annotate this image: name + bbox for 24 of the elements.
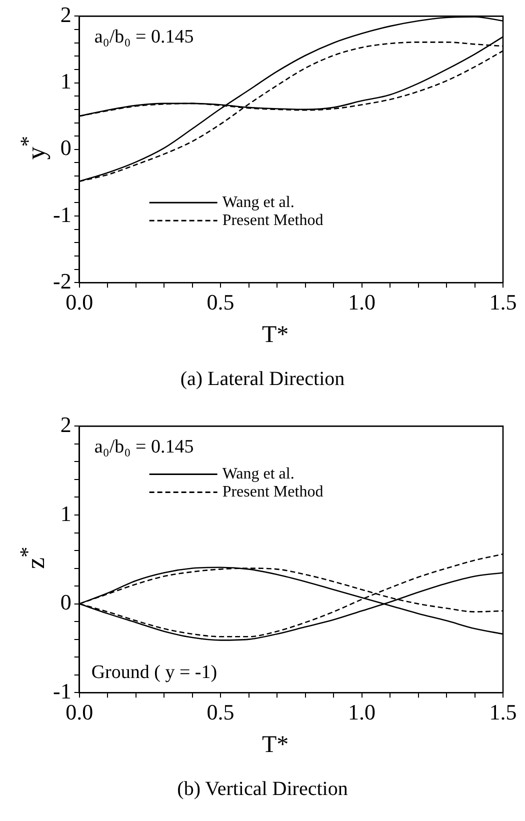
y-tick-label: 0: [60, 135, 72, 160]
legend-label: Wang et al.: [222, 465, 294, 482]
y-tick-label: 0: [60, 590, 72, 615]
y-tick-label: 2: [60, 412, 72, 437]
x-tick-label: 0.5: [206, 700, 234, 725]
x-tick-label: 1.5: [489, 700, 517, 725]
legend-label: Wang et al.: [222, 194, 294, 211]
x-axis-title: T*: [262, 732, 289, 759]
x-tick-label: 0.5: [206, 290, 234, 315]
annotation: a₀/b₀ = 0.145: [94, 436, 194, 458]
x-tick-label: 1.5: [489, 290, 517, 315]
x-tick-label: 1.0: [348, 700, 376, 725]
legend-label: Present Method: [222, 483, 324, 500]
text: (b) Vertical Direction: [176, 778, 349, 801]
x-axis-title: T*: [262, 322, 289, 349]
annotation: a₀/b₀ = 0.145: [94, 26, 194, 48]
legend-label: Present Method: [222, 212, 324, 229]
y-tick-label: 2: [60, 2, 72, 27]
y-tick-label: 1: [60, 68, 72, 94]
text: (a) Lateral Direction: [179, 368, 346, 391]
x-tick-label: 1.0: [348, 290, 376, 315]
y-tick-label: -1: [53, 202, 72, 227]
annotation: Ground ( y = -1): [91, 662, 218, 684]
y-tick-label: 1: [60, 500, 72, 526]
